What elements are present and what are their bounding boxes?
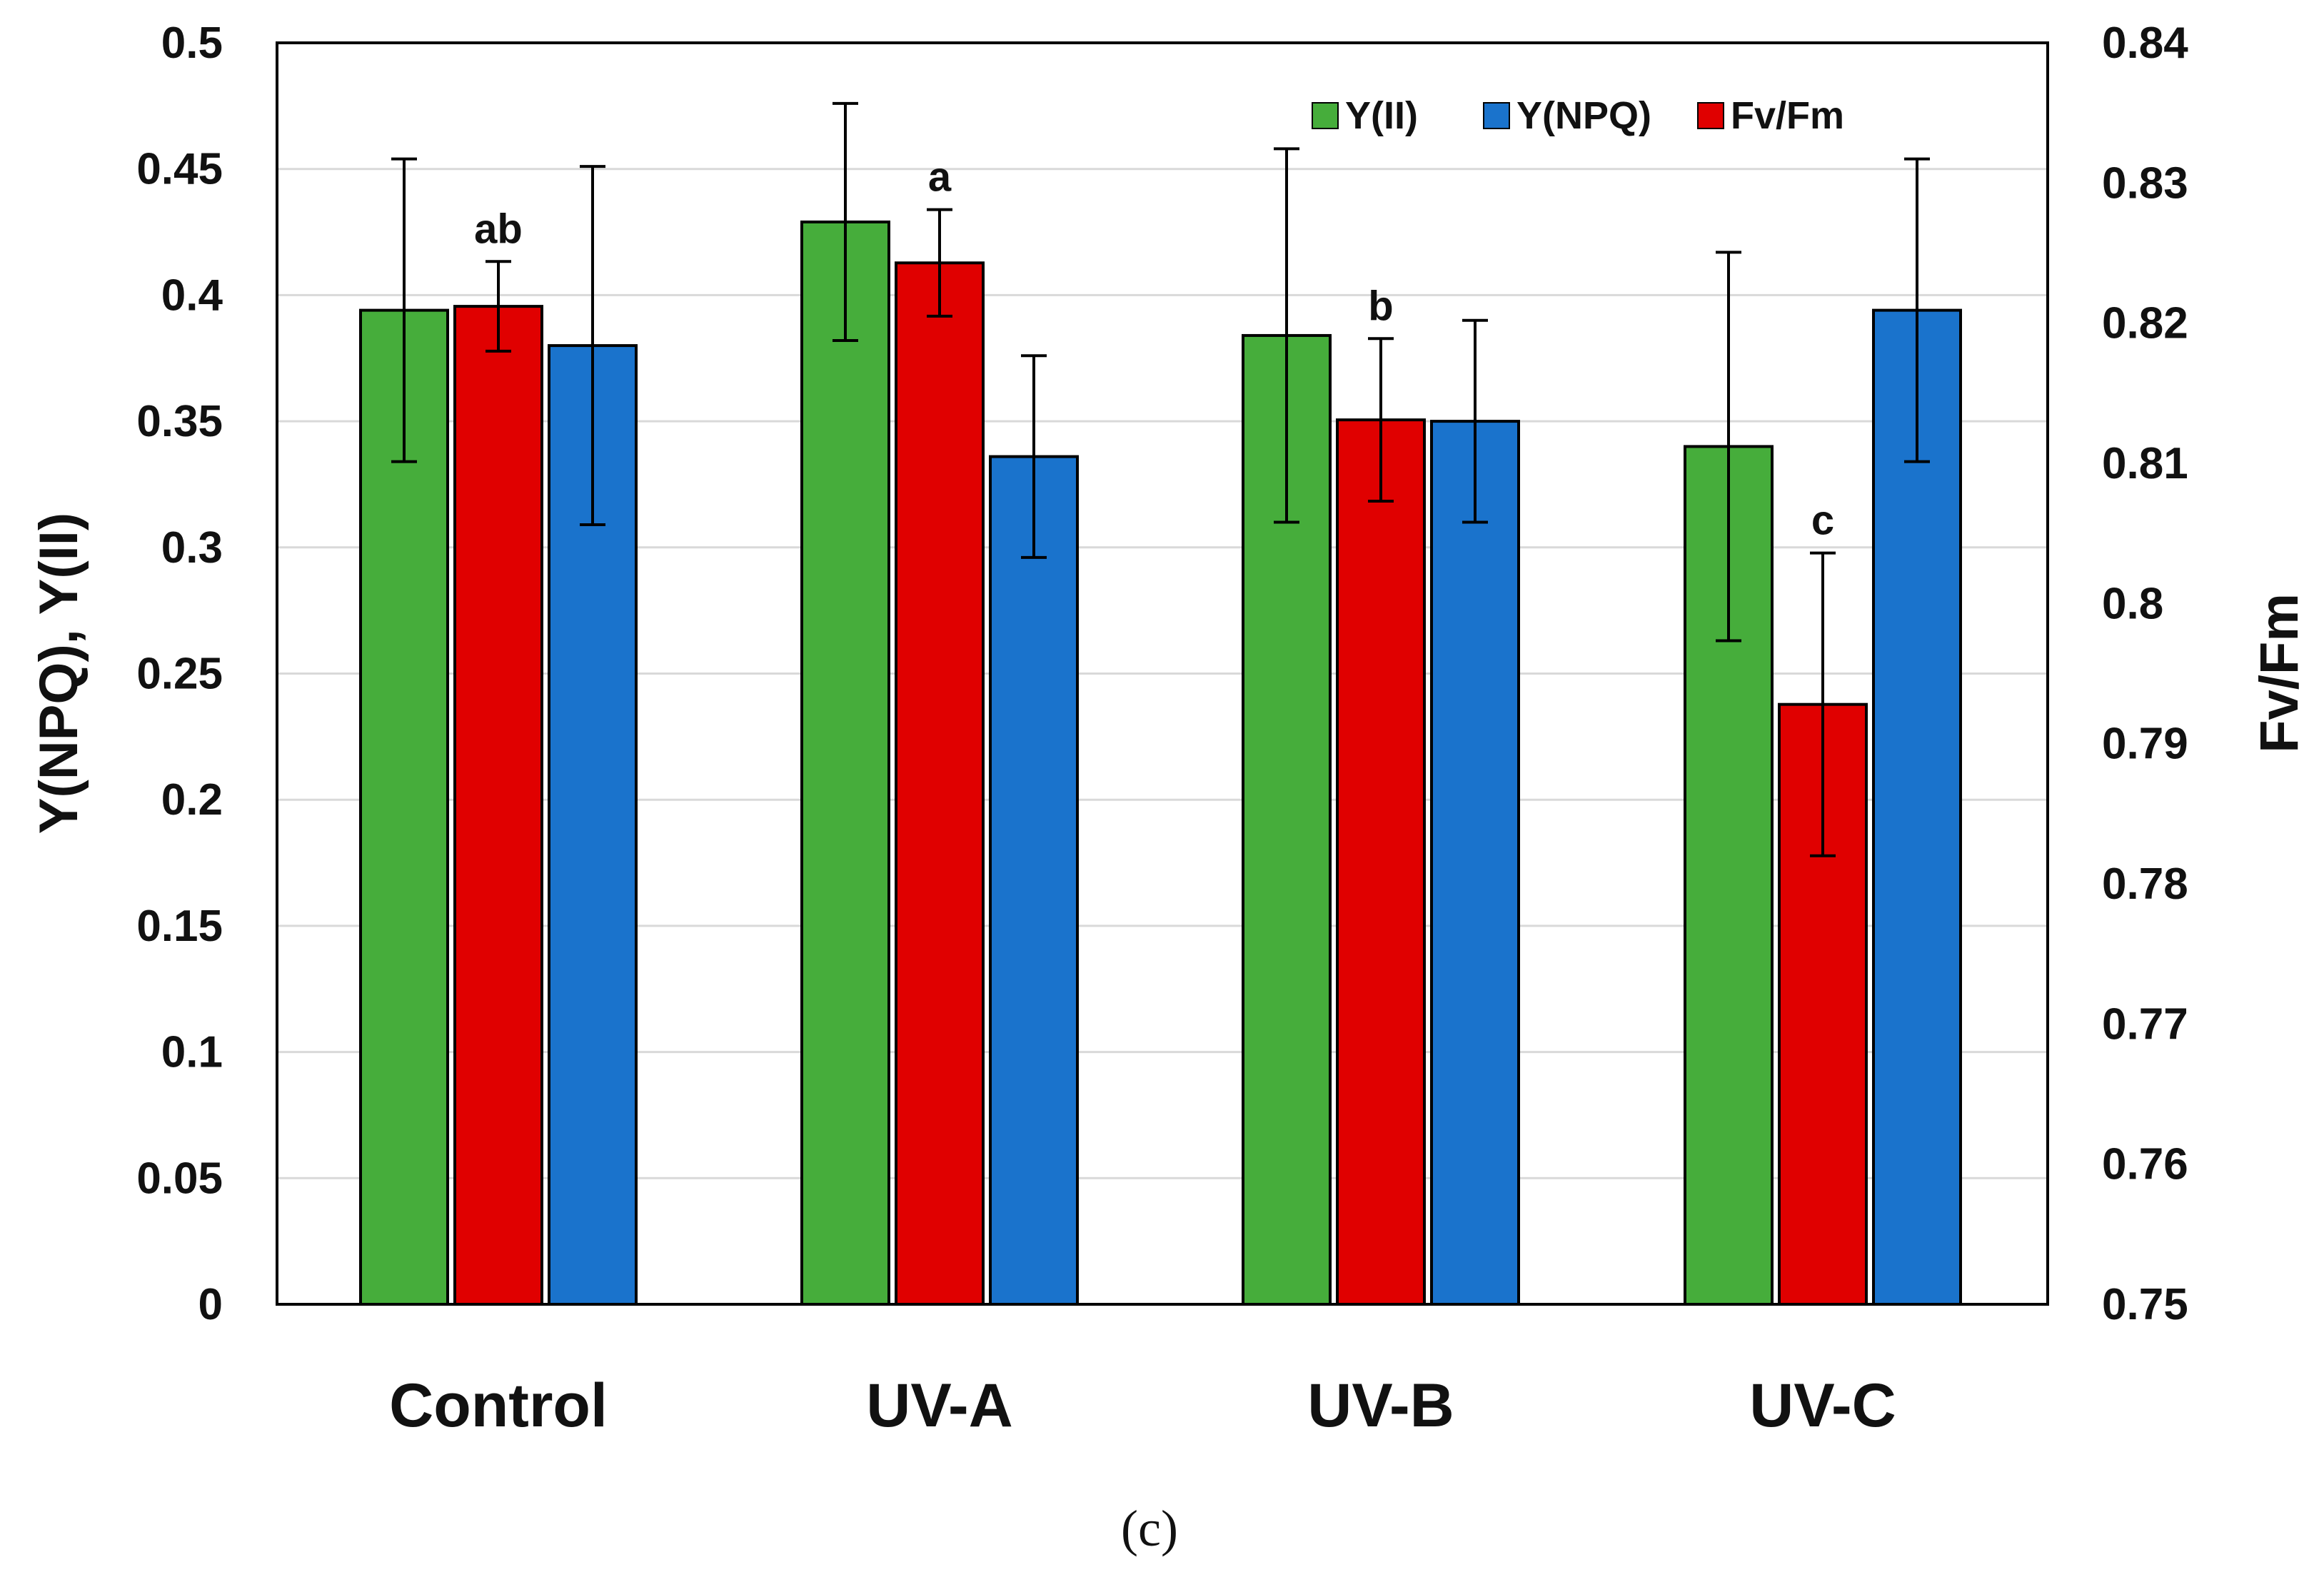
legend-label-fvfm: Fv/Fm	[1731, 94, 1844, 137]
bar-fvfm-uv-a	[895, 261, 985, 1306]
figure-caption: (c)	[1121, 1500, 1178, 1557]
legend: Y(II) Y(NPQ) Fv/Fm	[1312, 94, 1844, 137]
bar-ynpq-uv-b	[1430, 420, 1520, 1306]
right-axis-title: Fv/Fm	[2249, 593, 2310, 753]
error-bar-yii-uv-c	[1716, 251, 1741, 643]
right-tick-label: 0.81	[2102, 439, 2188, 488]
error-bar-yii-uv-a	[832, 101, 858, 343]
right-axis-ticks: 0.75 0.76 0.77 0.78 0.79 0.8 0.81 0.82 0.83 0.84	[2102, 19, 2188, 1329]
left-tick-label: 0.5	[161, 19, 223, 68]
bar-yii-control	[359, 308, 449, 1306]
left-tick-label: 0.3	[161, 523, 223, 573]
error-bar-yii-control	[391, 157, 417, 463]
left-tick-label: 0.45	[136, 145, 223, 194]
error-bar-ynpq-control	[580, 165, 605, 526]
error-bar-ynpq-uv-b	[1462, 318, 1488, 524]
right-tick-label: 0.79	[2102, 720, 2188, 769]
left-tick-label: 0	[198, 1280, 223, 1329]
bars	[359, 220, 1962, 1306]
bar-ynpq-uv-c	[1872, 308, 1962, 1306]
bar-ynpq-uv-a	[989, 455, 1079, 1306]
error-bar-yii-uv-b	[1274, 147, 1299, 524]
error-bars	[391, 101, 1930, 857]
legend-label-ynpq: Y(NPQ)	[1516, 94, 1651, 137]
significance-letter: ab	[474, 206, 523, 252]
category-label: UV-B	[1307, 1371, 1454, 1440]
right-tick-label: 0.82	[2102, 299, 2188, 348]
left-tick-label: 0.05	[136, 1154, 223, 1203]
left-tick-label: 0.35	[136, 397, 223, 446]
legend-label-yii: Y(II)	[1345, 94, 1418, 137]
error-bar-fvfm-control	[486, 260, 511, 353]
error-bar-ynpq-uv-a	[1021, 354, 1047, 559]
legend-swatch-ynpq	[1483, 102, 1510, 129]
left-tick-label: 0.15	[136, 902, 223, 951]
legend-swatch-yii	[1312, 102, 1339, 129]
right-tick-label: 0.84	[2102, 19, 2188, 68]
bar-yii-uv-a	[800, 220, 890, 1306]
error-bar-fvfm-uv-b	[1368, 337, 1394, 503]
bar-fvfm-uv-b	[1336, 418, 1426, 1306]
error-bar-fvfm-uv-a	[927, 208, 952, 318]
left-tick-label: 0.1	[161, 1028, 223, 1077]
bar-fvfm-control	[453, 305, 543, 1306]
right-tick-label: 0.78	[2102, 860, 2188, 909]
significance-letter: b	[1368, 283, 1393, 329]
left-tick-label: 0.4	[161, 271, 223, 320]
left-axis-ticks: 0 0.05 0.1 0.15 0.2 0.25 0.3 0.35 0.4 0.45 0.5	[136, 19, 223, 1329]
category-label: UV-C	[1749, 1371, 1896, 1440]
category-label: Control	[389, 1371, 608, 1440]
significance-letter: c	[1811, 498, 1834, 544]
error-bar-fvfm-uv-c	[1810, 551, 1836, 857]
error-bar-ynpq-uv-c	[1904, 157, 1930, 463]
right-tick-label: 0.76	[2102, 1140, 2188, 1189]
left-tick-label: 0.25	[136, 650, 223, 699]
left-tick-label: 0.2	[161, 775, 223, 825]
left-axis-title: Y(NPQ), Y(II)	[29, 513, 89, 834]
right-tick-label: 0.8	[2102, 579, 2163, 628]
right-tick-label: 0.83	[2102, 158, 2188, 208]
category-labels: Control UV-A UV-B UV-C	[389, 1371, 1896, 1440]
plot-area-frame	[276, 41, 2049, 1306]
right-tick-label: 0.77	[2102, 999, 2188, 1049]
right-tick-label: 0.75	[2102, 1280, 2188, 1329]
significance-letter: a	[928, 154, 952, 201]
category-label: UV-A	[866, 1371, 1012, 1440]
legend-swatch-fvfm	[1697, 102, 1724, 129]
